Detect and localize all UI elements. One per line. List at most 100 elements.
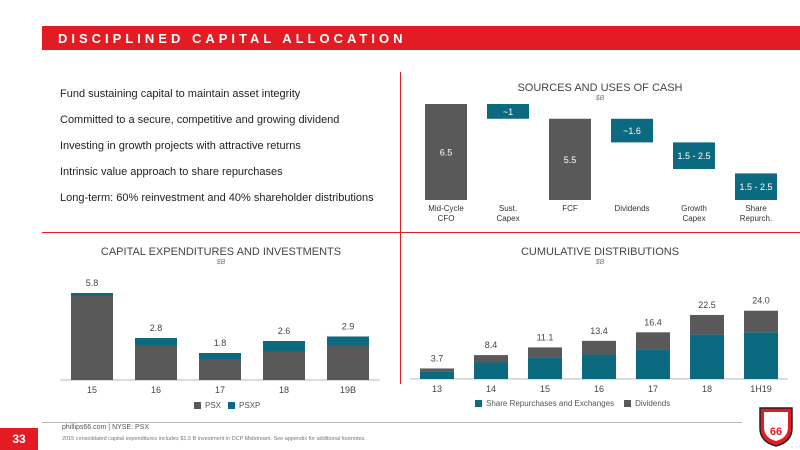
data-label: ~1.6 — [623, 126, 641, 136]
bar-segment — [263, 341, 305, 352]
data-label: 22.5 — [698, 300, 716, 310]
category-label: 17 — [215, 385, 225, 395]
bullet-item: Intrinsic value approach to share repurc… — [60, 166, 283, 178]
category-label: 19B — [340, 385, 356, 395]
category-label: 15 — [87, 385, 97, 395]
waterfall-bar — [611, 118, 653, 143]
category-label: Capex — [496, 214, 519, 223]
horizontal-divider — [42, 232, 800, 233]
bullet-item: Investing in growth projects with attrac… — [60, 140, 301, 152]
chart-title: SOURCES AND USES OF CASH — [517, 82, 683, 94]
slide-title: DISCIPLINED CAPITAL ALLOCATION — [58, 31, 407, 46]
category-label: Share — [745, 204, 767, 213]
category-label: 13 — [432, 384, 442, 394]
category-label: Dividends — [614, 204, 649, 213]
vertical-divider — [400, 72, 401, 384]
chart-title: CUMULATIVE DISTRIBUTIONS — [520, 246, 680, 258]
bullet-item: Committed to a secure, competitive and g… — [60, 114, 340, 126]
bar-segment — [744, 332, 778, 379]
bullet-item: Long-term: 60% reinvestment and 40% shar… — [60, 192, 374, 204]
legend-swatch — [194, 402, 201, 409]
bar-segment — [636, 332, 670, 350]
chart-title: CAPITAL EXPENDITURES AND INVESTMENTS — [100, 246, 342, 258]
legend-label: PSXP — [239, 401, 261, 410]
sources-uses-chart: SOURCES AND USES OF CASH $B 6.5 Mid-Cycle… — [405, 80, 795, 230]
data-label: 3.7 — [431, 353, 444, 363]
bar-segment — [690, 314, 724, 335]
category-label: Capex — [682, 214, 705, 223]
category-label: 14 — [486, 384, 496, 394]
cumulative-chart: CUMULATIVE DISTRIBUTIONS $B 3.7 13 8.4 14 11… — [405, 244, 795, 416]
cumulative-legend: Share Repurchases and Exchanges Dividend… — [475, 399, 670, 408]
chart-subtitle: $B — [595, 259, 605, 266]
category-label: Mid-Cycle — [428, 204, 464, 213]
waterfall-bar — [549, 118, 591, 200]
bar-segment — [582, 340, 616, 355]
waterfall-bar — [487, 104, 529, 119]
capex-legend: PSX PSXP — [194, 401, 260, 410]
legend-label: Dividends — [635, 399, 671, 408]
data-label: 24.0 — [752, 296, 770, 306]
data-label: 5.5 — [564, 155, 577, 165]
data-label: 2.6 — [278, 326, 291, 336]
waterfall-bar — [673, 142, 715, 169]
category-label: 1H19 — [750, 384, 772, 394]
category-label: 16 — [151, 385, 161, 395]
category-label: 17 — [648, 384, 658, 394]
bar-segment — [199, 353, 241, 359]
bar-segment — [263, 351, 305, 380]
bar-segment — [199, 359, 241, 380]
cumulative-plot: 3.7 13 8.4 14 11.1 15 13.4 16 16.4 17 22.5 18 24.0 1H… — [410, 296, 788, 394]
data-label: 1.5 - 2.5 — [677, 151, 710, 161]
waterfall-bar — [425, 104, 467, 200]
footer-text[interactable]: phillips66.com | NYSE: PSX — [62, 424, 150, 431]
bar-segment — [690, 334, 724, 379]
bar-segment — [582, 354, 616, 379]
capex-chart: CAPITAL EXPENDITURES AND INVESTMENTS $B … — [42, 244, 400, 416]
page-number: 33 — [0, 428, 38, 450]
data-label: 6.5 — [440, 148, 453, 158]
category-label: 18 — [702, 384, 712, 394]
category-label: CFO — [438, 214, 455, 223]
bar-segment — [420, 371, 454, 379]
data-label: ~1 — [503, 107, 513, 117]
category-label: Repurch. — [740, 214, 772, 223]
data-label: 5.8 — [86, 278, 99, 288]
category-label: FCF — [562, 204, 578, 213]
category-label: Sust. — [499, 204, 517, 213]
data-label: 1.5 - 2.5 — [739, 182, 772, 192]
footer-divider — [42, 422, 742, 423]
bar-segment — [71, 293, 113, 296]
data-label: 8.4 — [485, 340, 498, 350]
bar-segment — [528, 357, 562, 379]
chart-subtitle: $B — [595, 95, 605, 102]
phillips66-logo: 66 — [759, 407, 793, 447]
data-label: 1.8 — [214, 338, 227, 348]
legend-swatch — [624, 400, 632, 407]
sources-uses-plot: 6.5Mid-CycleCFO~1Sust.Capex5.5FCF~1.6Div… — [425, 104, 777, 223]
category-label: 16 — [594, 384, 604, 394]
legend-label: Share Repurchases and Exchanges — [486, 399, 615, 408]
data-label: 2.8 — [150, 323, 163, 333]
capex-plot: 5.8 15 2.8 16 1.8 17 2.6 18 2.9 19B — [60, 278, 380, 395]
chart-subtitle: $B — [216, 259, 226, 266]
legend-swatch — [228, 402, 236, 409]
bar-segment — [636, 349, 670, 379]
bar-segment — [135, 338, 177, 346]
bar-segment — [71, 296, 113, 380]
bar-segment — [474, 355, 508, 363]
bullet-item: Fund sustaining capital to maintain asse… — [60, 88, 301, 100]
bar-segment — [474, 362, 508, 379]
bar-segment — [327, 345, 369, 380]
footnote: 2015 consolidated capital expenditures i… — [62, 436, 366, 442]
bar-segment — [528, 347, 562, 358]
data-label: 13.4 — [590, 326, 608, 336]
bar-segment — [327, 336, 369, 346]
category-label: 18 — [279, 385, 289, 395]
bar-segment — [135, 345, 177, 380]
data-label: 16.4 — [644, 317, 662, 327]
bar-segment — [420, 368, 454, 372]
data-label: 11.1 — [537, 332, 554, 342]
legend-swatch — [475, 400, 482, 407]
category-label: 15 — [540, 384, 550, 394]
